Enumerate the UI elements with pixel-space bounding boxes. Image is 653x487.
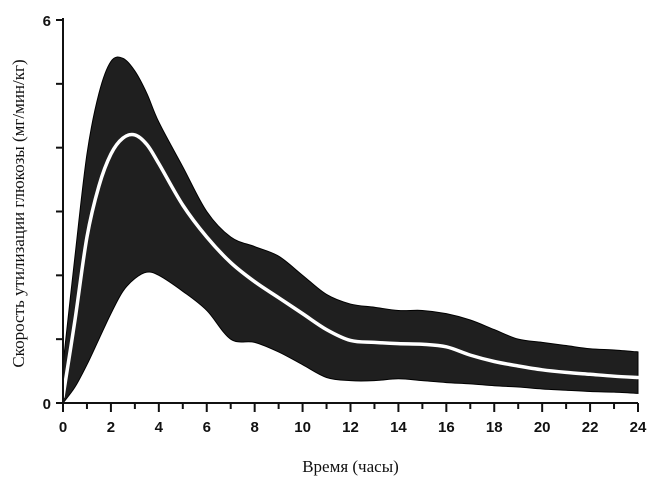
- confidence-band: [62, 56, 639, 405]
- y-axis-title: Скорость утилизации глюкозы (мг/мин/кг): [9, 59, 28, 367]
- x-tick-label: 6: [203, 419, 211, 436]
- x-tick-label: 14: [390, 419, 407, 436]
- y-tick-label: 0: [43, 396, 51, 413]
- x-tick-label: 8: [250, 419, 258, 436]
- x-tick-label: 12: [342, 419, 359, 436]
- y-tick-label: 6: [43, 13, 51, 30]
- x-axis-title: Время (часы): [302, 457, 399, 476]
- mean-line: [61, 132, 640, 399]
- plot-area: [61, 56, 640, 405]
- x-tick-label: 16: [438, 419, 455, 436]
- x-tick-label: 24: [630, 419, 647, 436]
- x-tick-label: 20: [534, 419, 551, 436]
- x-tick-label: 4: [155, 419, 164, 436]
- x-tick-label: 0: [59, 419, 67, 436]
- axes: 060 2 4 6 8 10 12 14 16 18 20 22 24: [43, 13, 647, 436]
- x-tick-label: 18: [486, 419, 503, 436]
- x-tick-label: 2: [107, 419, 115, 436]
- x-tick-label: 22: [582, 419, 599, 436]
- x-tick-label: 10: [294, 419, 311, 436]
